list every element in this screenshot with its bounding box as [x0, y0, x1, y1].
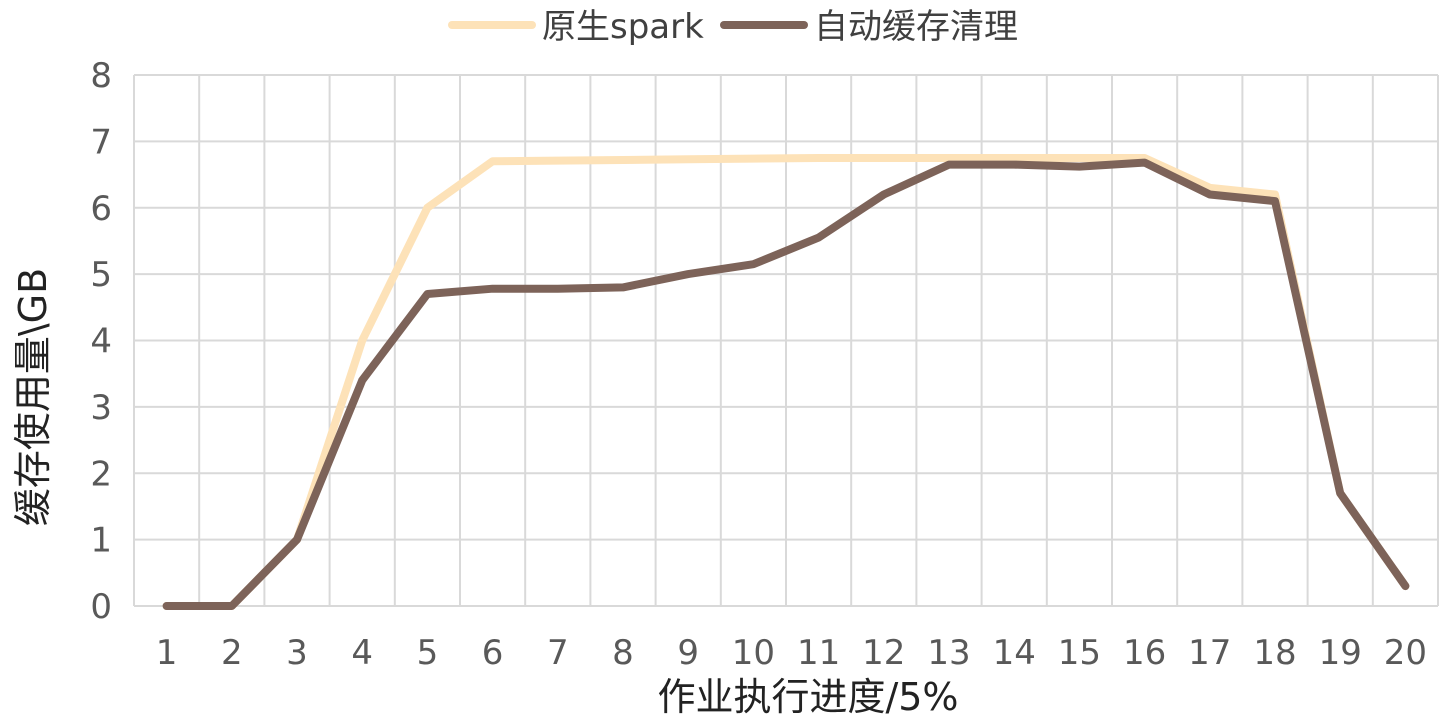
legend-label-auto-cache-cleanup: 自动缓存清理 — [814, 7, 1018, 47]
y-axis-ticks: 0 1 2 3 4 5 6 7 8 — [90, 56, 112, 627]
x-tick-label: 14 — [993, 633, 1036, 673]
x-tick-label: 3 — [286, 633, 308, 673]
x-tick-label: 7 — [547, 633, 569, 673]
y-tick-label: 4 — [90, 322, 112, 362]
x-axis-title: 作业执行进度/5% — [657, 675, 958, 719]
legend-item-auto-cache-cleanup: 自动缓存清理 — [720, 7, 1018, 47]
x-tick-label: 13 — [927, 633, 970, 673]
y-tick-label: 8 — [90, 56, 112, 96]
legend-item-native-spark: 原生spark — [448, 7, 704, 47]
x-tick-label: 8 — [612, 633, 634, 673]
x-tick-label: 4 — [351, 633, 373, 673]
x-tick-label: 5 — [417, 633, 439, 673]
x-tick-label: 19 — [1319, 633, 1362, 673]
x-tick-label: 18 — [1253, 633, 1296, 673]
x-tick-label: 16 — [1123, 633, 1166, 673]
y-tick-label: 5 — [90, 255, 112, 295]
series-line-auto-cache-cleanup — [162, 158, 1410, 610]
y-axis-title: 缓存使用量\GB — [11, 268, 55, 526]
x-tick-label: 2 — [221, 633, 243, 673]
x-tick-label: 10 — [732, 633, 775, 673]
x-tick-label: 6 — [482, 633, 504, 673]
y-tick-label: 0 — [90, 587, 112, 627]
x-tick-label: 1 — [156, 633, 178, 673]
x-tick-label: 20 — [1384, 633, 1427, 673]
legend: 原生spark 自动缓存清理 — [448, 7, 1018, 47]
x-tick-label: 15 — [1058, 633, 1101, 673]
x-axis-ticks: 1 2 3 4 5 6 7 8 9 10 11 12 13 14 15 16 17 18 19 20 — [156, 633, 1427, 673]
legend-label-native-spark: 原生spark — [542, 7, 704, 47]
y-tick-label: 3 — [90, 388, 112, 428]
y-tick-label: 2 — [90, 454, 112, 494]
y-tick-label: 1 — [90, 521, 112, 561]
y-tick-label: 7 — [90, 122, 112, 162]
series-lines — [162, 154, 1410, 610]
y-tick-label: 6 — [90, 189, 112, 229]
x-tick-label: 12 — [862, 633, 905, 673]
x-tick-label: 17 — [1188, 633, 1231, 673]
x-tick-label: 9 — [677, 633, 699, 673]
x-tick-label: 11 — [797, 633, 840, 673]
series-line-native-spark — [162, 154, 1410, 610]
